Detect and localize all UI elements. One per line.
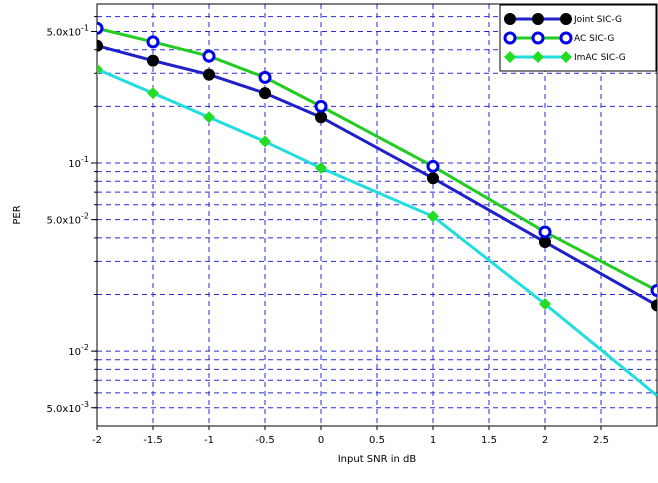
series-point — [315, 111, 327, 124]
series-point — [314, 99, 328, 113]
series-point — [539, 236, 551, 249]
series-point — [203, 68, 215, 81]
series-point — [147, 87, 159, 100]
series-point — [146, 35, 160, 49]
x-tick-label: 0 — [318, 435, 324, 446]
series-point — [259, 87, 271, 100]
legend-label: ImAC SIC-G — [574, 53, 626, 63]
series-line — [97, 44, 657, 307]
legend-label: AC SIC-G — [574, 34, 614, 44]
series-layer — [97, 21, 657, 397]
series-point — [203, 111, 215, 124]
series-point — [651, 299, 657, 312]
x-tick-label: 2.5 — [593, 435, 609, 446]
series-point — [259, 135, 271, 148]
legend-marker — [559, 31, 573, 45]
series-point — [147, 54, 159, 67]
y-tick-label: 5.0x10-2 — [46, 212, 89, 227]
legend: Joint SIC-G AC SIC-G ImAC SIC-G — [499, 4, 657, 72]
series-point — [97, 21, 104, 35]
x-tick-label: -2 — [92, 435, 102, 446]
legend-marker — [560, 13, 572, 25]
series-line — [97, 26, 657, 292]
y-tick-label: 10-2 — [68, 343, 89, 358]
series-point — [315, 162, 327, 175]
legend-marker — [532, 51, 544, 63]
legend-marker — [531, 31, 545, 45]
series-point — [427, 172, 439, 185]
axis-ticks: -2 -1.5 -1 -0.5 0 0.5 1 1.5 2 2.5 5.0x10-1 10-1 5.0x… — [46, 16, 609, 446]
x-tick-label: 1.5 — [481, 435, 497, 446]
series-point — [539, 298, 551, 311]
legend-marker — [504, 13, 516, 25]
series-point — [538, 225, 552, 239]
legend-label: Joint SIC-G — [573, 15, 622, 25]
y-tick-label: 5.0x10-1 — [46, 23, 89, 38]
series-point — [650, 284, 657, 298]
x-tick-label: 2 — [542, 435, 548, 446]
y-tick-label: 10-1 — [68, 155, 89, 170]
legend-marker — [503, 31, 517, 45]
series-point — [427, 210, 439, 223]
series-point — [97, 63, 103, 76]
y-tick-label: 5.0x10-3 — [46, 400, 89, 415]
series-point — [202, 49, 216, 63]
x-tick-label: 1 — [430, 435, 436, 446]
series-point — [426, 159, 440, 173]
x-tick-label: -1 — [204, 435, 214, 446]
legend-marker — [532, 13, 544, 25]
series-line — [97, 67, 657, 397]
legend-marker — [560, 51, 572, 63]
x-tick-label: 0.5 — [369, 435, 385, 446]
legend-marker — [504, 51, 516, 63]
x-tick-label: -1.5 — [143, 435, 163, 446]
x-axis-label: Input SNR in dB — [338, 454, 417, 465]
series-point — [97, 39, 103, 52]
series-point — [258, 70, 272, 84]
y-axis-label: PER — [12, 205, 23, 224]
x-tick-label: -0.5 — [255, 435, 275, 446]
